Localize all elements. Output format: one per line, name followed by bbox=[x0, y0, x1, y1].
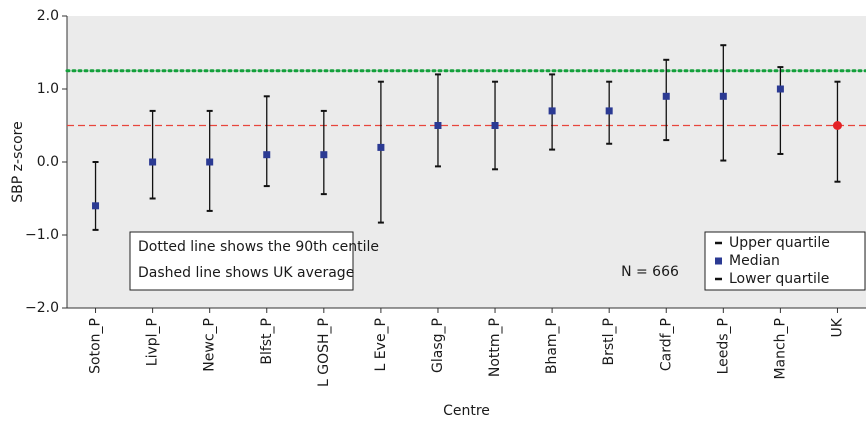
legend-symbol bbox=[715, 257, 722, 265]
x-tick-label: Manch_P bbox=[772, 318, 788, 380]
median-marker bbox=[491, 122, 499, 129]
median-marker bbox=[662, 92, 670, 100]
annotation-box bbox=[129, 231, 354, 291]
y-tick-label: 1.0 bbox=[37, 81, 59, 97]
x-tick-label: UK bbox=[829, 317, 845, 337]
median-marker bbox=[206, 158, 214, 166]
x-tick-label: Brstl_P bbox=[601, 318, 617, 365]
annotation: Dotted line shows the 90th centile bbox=[138, 239, 379, 255]
median-marker bbox=[434, 122, 442, 129]
median-marker bbox=[548, 107, 556, 115]
median-marker bbox=[719, 92, 727, 100]
y-tick-label: −1.0 bbox=[25, 227, 59, 243]
x-tick-label: Blfst_P bbox=[259, 318, 275, 365]
y-axis-label: SBP z-score bbox=[10, 121, 26, 202]
median-marker bbox=[605, 107, 613, 115]
annotation: Dashed line shows UK average bbox=[138, 265, 354, 281]
median-marker bbox=[263, 151, 271, 159]
x-tick-label: Nottm_P bbox=[487, 318, 503, 377]
x-tick-label: Leeds_P bbox=[715, 318, 731, 374]
median-marker bbox=[149, 158, 157, 166]
median-marker bbox=[320, 151, 328, 159]
x-axis-label: Centre bbox=[443, 403, 490, 419]
sample-size: N = 666 bbox=[621, 264, 679, 280]
x-tick-label: L GOSH_P bbox=[316, 318, 332, 387]
x-tick-label: Newc_P bbox=[202, 318, 218, 372]
x-tick-label: Cardf_P bbox=[658, 318, 674, 371]
x-tick-label: Glasg_P bbox=[430, 318, 446, 373]
legend-label: Median bbox=[729, 253, 780, 269]
x-tick-label: Livpl_P bbox=[145, 318, 161, 366]
x-tick-label: L Eve_P bbox=[373, 318, 389, 371]
legend-label: Lower quartile bbox=[729, 271, 829, 287]
median-marker bbox=[832, 121, 842, 130]
y-tick-label: −2.0 bbox=[25, 300, 59, 316]
y-tick-label: 2.0 bbox=[37, 8, 59, 24]
x-tick-label: Soton_P bbox=[88, 318, 104, 374]
x-tick-label: Bham_P bbox=[544, 318, 560, 374]
median-marker bbox=[377, 143, 385, 151]
legend-label: Upper quartile bbox=[729, 235, 830, 251]
y-tick-label: 0.0 bbox=[37, 154, 59, 170]
legend-box bbox=[704, 231, 866, 291]
median-marker bbox=[776, 85, 784, 93]
median-marker bbox=[92, 202, 100, 210]
